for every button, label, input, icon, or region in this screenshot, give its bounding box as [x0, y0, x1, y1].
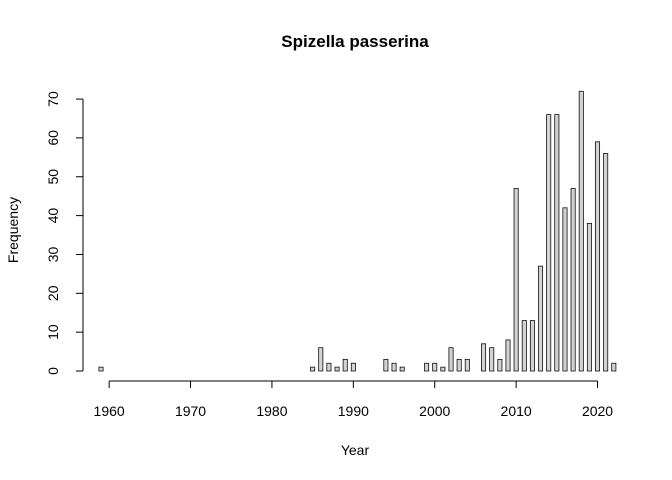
- bar-2019: [586, 222, 592, 372]
- bar-2009: [505, 339, 511, 372]
- bar-1990: [350, 362, 356, 372]
- x-axis-ticks: 1960 1970 1980 1990 2000 2010 2020: [94, 381, 613, 419]
- bar-2020: [595, 141, 601, 372]
- bar-1989: [342, 358, 348, 372]
- bar-1988: [334, 366, 340, 372]
- bar-2001: [440, 366, 446, 372]
- bar-2011: [521, 320, 527, 372]
- x-tick-label: 1960: [94, 403, 125, 419]
- y-axis-label: Frequency: [5, 197, 21, 263]
- x-tick-label: 1970: [175, 403, 206, 419]
- bar-1995: [391, 362, 397, 372]
- y-tick-label: 50: [45, 169, 61, 185]
- bars-group: [98, 90, 617, 372]
- x-tick-label: 2020: [582, 403, 613, 419]
- y-tick-label: 70: [45, 91, 61, 107]
- bar-2000: [432, 362, 438, 372]
- y-tick-label: 30: [45, 246, 61, 262]
- bar-1959: [98, 366, 104, 372]
- bar-2022: [611, 362, 617, 372]
- bar-2006: [481, 343, 487, 372]
- bar-2018: [578, 90, 584, 372]
- bar-1986: [318, 347, 324, 372]
- bar-2014: [546, 114, 552, 372]
- chart-title: Spizella passerina: [281, 32, 429, 51]
- x-tick-label: 1990: [338, 403, 369, 419]
- x-axis-label: Year: [341, 442, 370, 458]
- bar-2002: [448, 347, 454, 372]
- y-tick-label: 20: [45, 285, 61, 301]
- bar-2021: [603, 153, 609, 372]
- bar-2003: [456, 358, 462, 372]
- bar-2015: [554, 114, 560, 372]
- bar-1985: [310, 366, 316, 372]
- y-tick-label: 0: [45, 367, 61, 375]
- bar-2007: [489, 347, 495, 372]
- bar-2012: [529, 320, 535, 372]
- y-tick-label: 10: [45, 324, 61, 340]
- bar-2010: [513, 188, 519, 372]
- x-tick-label: 1980: [256, 403, 287, 419]
- bar-2013: [538, 265, 544, 372]
- bar-1994: [383, 358, 389, 372]
- bar-2016: [562, 207, 568, 372]
- bar-2017: [570, 188, 576, 372]
- bar-2008: [497, 358, 503, 372]
- x-tick-label: 2010: [501, 403, 532, 419]
- y-axis-ticks: 0 10 20 30 40 50 60 70: [45, 91, 83, 375]
- y-tick-label: 40: [45, 208, 61, 224]
- bar-1987: [326, 362, 332, 372]
- bar-2004: [464, 358, 470, 372]
- x-tick-label: 2000: [419, 403, 450, 419]
- y-tick-label: 60: [45, 130, 61, 146]
- bar-1996: [399, 366, 405, 372]
- bar-1999: [424, 362, 430, 372]
